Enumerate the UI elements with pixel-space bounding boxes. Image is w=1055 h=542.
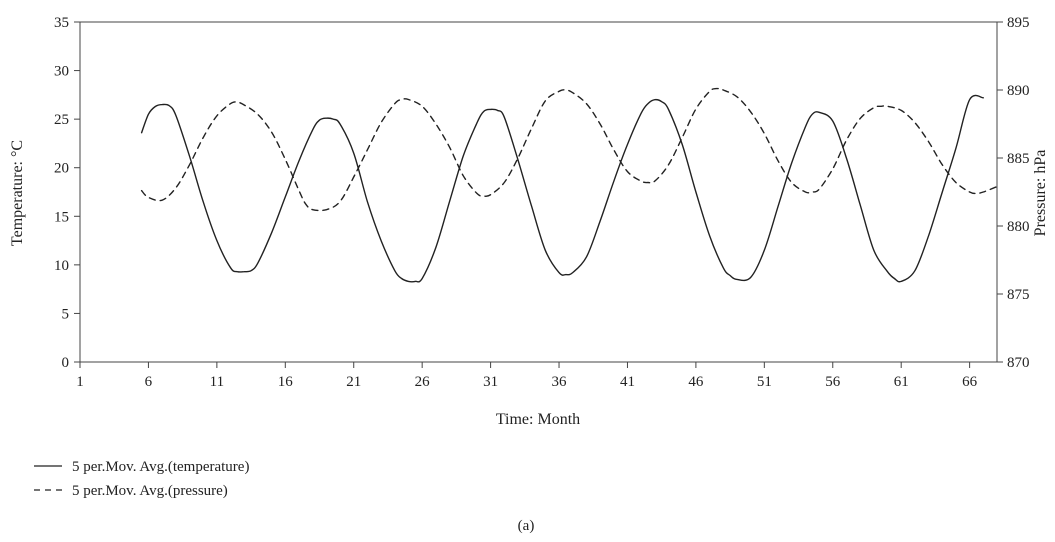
y-axis-label-left: Temperature: °C — [9, 140, 26, 246]
left-tick-label: 15 — [54, 209, 69, 225]
right-axis: 870 875 880 885 890 895 — [997, 15, 1030, 371]
right-tick-label: 870 — [1007, 355, 1030, 371]
left-tick-label: 30 — [54, 64, 69, 80]
right-tick-label: 885 — [1007, 151, 1030, 167]
x-axis-label: Time: Month — [496, 411, 580, 428]
plot-frame — [79, 21, 998, 363]
series-line-temperature — [140, 94, 984, 283]
left-tick-label: 5 — [62, 306, 70, 322]
x-tick-label: 46 — [688, 374, 704, 390]
left-tick-label: 0 — [62, 355, 70, 371]
x-tick-label: 51 — [757, 374, 772, 390]
left-tick-label: 25 — [54, 112, 69, 128]
x-tick-label: 36 — [552, 374, 568, 390]
legend-label-pressure: 5 per.Mov. Avg.(pressure) — [72, 483, 228, 499]
right-tick-label: 890 — [1007, 83, 1030, 99]
legend: 5 per.Mov. Avg.(temperature) 5 per.Mov. … — [34, 459, 249, 499]
series-line-pressure — [140, 87, 998, 212]
left-axis: 0 5 10 15 20 25 30 35 — [54, 15, 80, 371]
x-tick-label: 26 — [415, 374, 431, 390]
x-tick-label: 16 — [278, 374, 294, 390]
right-tick-label: 880 — [1007, 219, 1030, 235]
figure-caption: (a) — [518, 518, 535, 534]
x-tick-label: 11 — [210, 374, 224, 390]
left-tick-label: 10 — [54, 258, 69, 274]
x-tick-label: 6 — [145, 374, 153, 390]
x-tick-label: 61 — [894, 374, 909, 390]
left-tick-label: 35 — [54, 15, 69, 31]
x-axis: 1 6 11 16 21 26 31 36 41 46 51 56 61 66 — [76, 362, 978, 390]
x-tick-label: 1 — [76, 374, 84, 390]
series-group — [140, 87, 998, 283]
x-tick-label: 41 — [620, 374, 635, 390]
x-tick-label: 31 — [483, 374, 498, 390]
right-tick-label: 875 — [1007, 287, 1030, 303]
plot-area-border — [79, 21, 998, 363]
x-tick-label: 56 — [825, 374, 841, 390]
y-axis-label-right: Pressure: hPa — [1032, 150, 1049, 237]
legend-label-temperature: 5 per.Mov. Avg.(temperature) — [72, 459, 249, 475]
right-tick-label: 895 — [1007, 15, 1030, 31]
x-tick-label: 21 — [346, 374, 361, 390]
left-tick-label: 20 — [54, 161, 69, 177]
x-tick-label: 66 — [962, 374, 978, 390]
